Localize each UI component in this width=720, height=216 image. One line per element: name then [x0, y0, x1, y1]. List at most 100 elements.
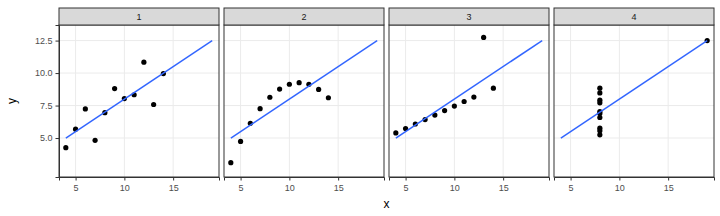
marks — [393, 35, 542, 138]
point — [63, 145, 68, 150]
tick: 10.0 — [35, 68, 59, 78]
tick-mark — [406, 177, 407, 181]
tick-label: 10 — [615, 183, 625, 193]
grid-line — [173, 25, 174, 177]
grid-line — [389, 40, 549, 41]
tick-mark — [619, 177, 620, 181]
strip-label: 2 — [301, 12, 306, 22]
panel-background — [224, 25, 384, 177]
tick-mark — [56, 138, 60, 139]
tick-mark — [668, 177, 669, 181]
x-axis: 5 10 15 — [555, 177, 715, 193]
tick: 12.5 — [35, 36, 59, 46]
x-axis: 51015 — [60, 177, 220, 193]
tick-mark — [56, 73, 60, 74]
grid-line — [224, 73, 384, 74]
tick: 5 — [74, 177, 79, 193]
axis-line — [225, 178, 385, 181]
tick-label: 15 — [169, 183, 179, 193]
tick-label: 5 — [404, 183, 409, 193]
grid-line — [554, 138, 714, 139]
strip — [224, 8, 384, 25]
tick-label: 15 — [664, 183, 674, 193]
y-axis: 5.0 7.5 10.0 12.5 — [35, 26, 60, 178]
tick: 10 — [450, 177, 460, 193]
point — [597, 128, 602, 133]
fit-line — [66, 41, 212, 138]
tick-mark — [173, 177, 174, 181]
chart: 510155.07.510.012.51510152510153510154xy — [0, 0, 720, 216]
point — [92, 138, 97, 143]
grid-line — [389, 73, 549, 74]
tick: 15 — [664, 177, 674, 193]
point — [151, 102, 156, 107]
panel-background — [389, 25, 549, 177]
tick-label: 15 — [334, 183, 344, 193]
point — [316, 87, 321, 92]
tick-mark — [124, 177, 125, 181]
point — [491, 86, 496, 91]
tick-label: 5 — [569, 183, 574, 193]
panel-border — [389, 25, 549, 177]
point — [442, 108, 447, 113]
panel-border — [224, 25, 384, 177]
x-axis: 5 10 15 — [390, 177, 550, 193]
panel: 510152 — [224, 8, 385, 193]
point — [462, 99, 467, 104]
axis-line — [555, 178, 715, 181]
strip — [59, 8, 219, 25]
grid-line — [570, 25, 571, 177]
point — [597, 90, 602, 95]
y-axis-title: y — [5, 98, 19, 104]
point — [141, 60, 146, 65]
tick-label: 10.0 — [35, 68, 53, 78]
tick-label: 5.0 — [40, 133, 53, 143]
point — [481, 35, 486, 40]
point — [597, 98, 602, 103]
tick-label: 5 — [74, 183, 79, 193]
tick: 5 — [569, 177, 574, 193]
strip — [554, 8, 714, 25]
grid-line — [59, 73, 219, 74]
tick: 15 — [499, 177, 509, 193]
grid-line — [405, 25, 406, 177]
fit-line — [396, 41, 542, 138]
strip — [389, 8, 549, 25]
tick-label: 12.5 — [35, 36, 53, 46]
panel: 510153 — [389, 8, 550, 193]
grid-line — [389, 138, 549, 139]
point — [287, 82, 292, 87]
point — [277, 86, 282, 91]
point — [452, 103, 457, 108]
tick-mark — [56, 41, 60, 42]
fit-line — [561, 41, 707, 138]
point — [83, 106, 88, 111]
tick-mark — [454, 177, 455, 181]
tick: 5 — [404, 177, 409, 193]
grid-line — [224, 138, 384, 139]
tick-mark — [503, 177, 504, 181]
grid-line — [619, 25, 620, 177]
point — [471, 95, 476, 100]
grid-line — [59, 40, 219, 41]
tick-label: 15 — [499, 183, 509, 193]
point — [112, 86, 117, 91]
grid — [554, 25, 714, 177]
tick: 10 — [285, 177, 295, 193]
tick: 15 — [334, 177, 344, 193]
grid-line — [668, 25, 669, 177]
x-axis: 51015 — [225, 177, 385, 193]
tick-label: 10 — [450, 183, 460, 193]
grid-line — [554, 40, 714, 41]
tick-mark — [289, 177, 290, 181]
tick-mark — [338, 177, 339, 181]
marks — [63, 41, 212, 151]
strip-label: 4 — [631, 12, 636, 22]
tick-label: 7.5 — [40, 101, 53, 111]
panel: 51015 5.0 7.5 10.0 12.5 1 — [35, 8, 220, 193]
grid — [224, 25, 384, 177]
x-axis-title: x — [384, 197, 390, 211]
strip-label: 1 — [136, 12, 141, 22]
panel-background — [59, 25, 219, 177]
tick-mark — [571, 177, 572, 181]
